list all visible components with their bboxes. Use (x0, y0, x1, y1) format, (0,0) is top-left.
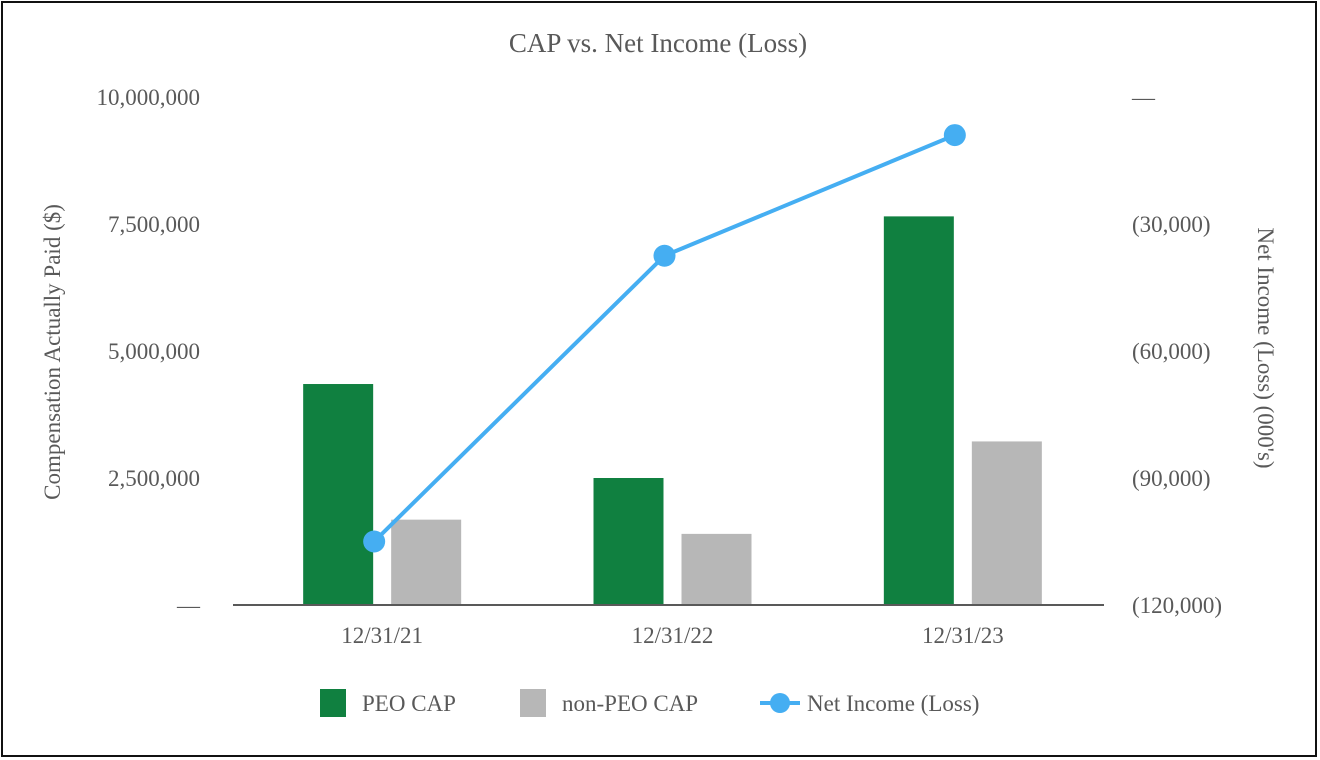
y-axis-label: Compensation Actually Paid ($) (40, 204, 65, 500)
bars (303, 216, 1042, 605)
point-net-income-loss (363, 530, 386, 553)
line-net-income-loss (372, 133, 956, 543)
x-tick-label: 12/31/22 (632, 623, 714, 648)
bar-non-peo-cap (681, 533, 752, 605)
y2-tick-label: (60,000) (1132, 339, 1211, 364)
y-tick-label: 10,000,000 (97, 85, 201, 110)
legend-swatch (520, 689, 546, 717)
line-series (363, 124, 966, 553)
y-axis-ticks: — 2,500,000 5,000,000 7,500,000 10,000,000 (97, 85, 202, 618)
legend-label: non-PEO CAP (562, 691, 698, 716)
bar-peo-cap (883, 216, 954, 605)
legend-swatch (320, 689, 346, 717)
legend-label: PEO CAP (362, 691, 456, 716)
point-net-income-loss (943, 124, 966, 147)
chart-title: CAP vs. Net Income (Loss) (509, 28, 807, 58)
y-tick-label: 5,000,000 (108, 339, 200, 364)
x-tick-label: 12/31/21 (341, 623, 423, 648)
x-axis-ticks: 12/31/21 12/31/22 12/31/23 (341, 623, 1003, 648)
y-tick-label: 2,500,000 (108, 466, 200, 491)
legend-marker (770, 693, 790, 713)
legend-label: Net Income (Loss) (807, 691, 979, 716)
bar-peo-cap (303, 384, 374, 605)
y-tick-label: 7,500,000 (108, 212, 200, 237)
y2-tick-label: (30,000) (1132, 212, 1211, 237)
y2-axis-label: Net Income (Loss) (000's) (1253, 227, 1278, 468)
y-tick-label: — (176, 593, 201, 618)
y2-tick-label: (120,000) (1132, 593, 1222, 618)
y2-axis-ticks: (120,000) (90,000) (60,000) (30,000) — (1131, 85, 1222, 618)
bar-peo-cap (593, 478, 664, 605)
bar-non-peo-cap (391, 519, 462, 605)
x-tick-label: 12/31/23 (922, 623, 1004, 648)
y2-tick-label: — (1131, 85, 1156, 110)
bar-non-peo-cap (971, 441, 1042, 605)
y2-tick-label: (90,000) (1132, 466, 1211, 491)
point-net-income-loss (653, 244, 676, 267)
legend: PEO CAP non-PEO CAP Net Income (Loss) (320, 689, 979, 717)
